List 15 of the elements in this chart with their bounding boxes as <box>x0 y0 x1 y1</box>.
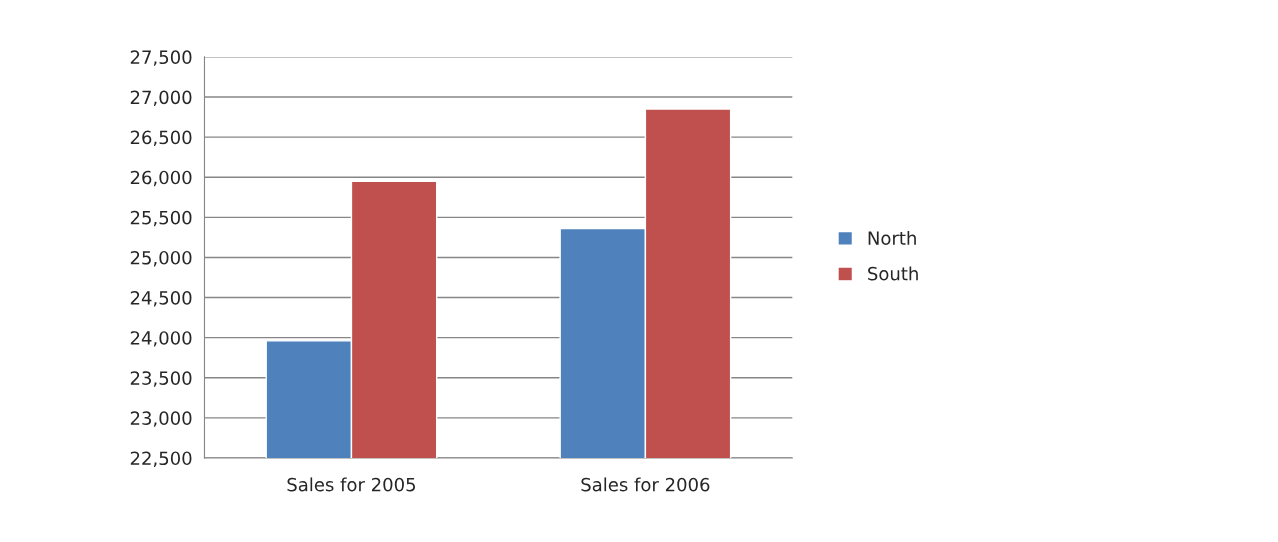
y-tick-label: 27,500 <box>130 50 192 66</box>
y-tick-label: 24,000 <box>130 331 192 347</box>
y-tick-label: 23,500 <box>130 371 192 387</box>
legend-label: North <box>868 230 916 245</box>
y-tick-label: 27,000 <box>130 90 192 106</box>
y-tick-label: 26,500 <box>130 130 192 147</box>
y-tick-label: 22,500 <box>130 451 192 467</box>
y-tick-label: 25,500 <box>130 210 192 227</box>
legend-label: South <box>868 266 918 281</box>
y-tick-label: 25,000 <box>130 250 192 267</box>
x-tick-label: Sales for 2005 <box>287 477 416 492</box>
y-tick-label: 24,500 <box>130 291 192 307</box>
x-tick-label: Sales for 2006 <box>581 477 710 492</box>
y-tick-label: 26,000 <box>130 170 192 187</box>
y-tick-label: 23,000 <box>130 411 192 427</box>
